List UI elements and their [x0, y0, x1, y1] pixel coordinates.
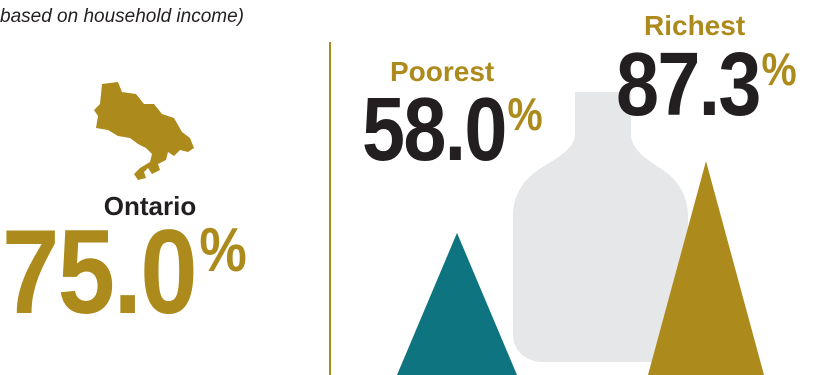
- category-label-richest: Richest: [644, 10, 746, 41]
- value-label-richest-unit: %: [761, 43, 797, 95]
- value-label-poorest: 58.0%: [362, 85, 543, 175]
- value-label-poorest-number: 58.0: [362, 80, 507, 180]
- category-label-poorest: Poorest: [390, 56, 495, 87]
- bar-richest: [648, 161, 764, 375]
- value-label-poorest-unit: %: [507, 88, 543, 140]
- value-label-richest: 87.3%: [616, 40, 797, 130]
- ontario-value: 75.0%: [2, 212, 247, 332]
- ontario-value-number: 75.0: [2, 205, 198, 339]
- subtitle: based on household income): [0, 6, 245, 27]
- bottle-icon: [513, 92, 688, 362]
- region-label: Ontario: [103, 191, 197, 221]
- ontario-map-icon: [94, 82, 194, 180]
- value-label-richest-number: 87.3: [616, 35, 761, 135]
- divider: [329, 42, 331, 375]
- ontario-value-unit: %: [199, 216, 247, 285]
- bars-layer: [397, 161, 764, 375]
- bar-poorest: [397, 232, 517, 375]
